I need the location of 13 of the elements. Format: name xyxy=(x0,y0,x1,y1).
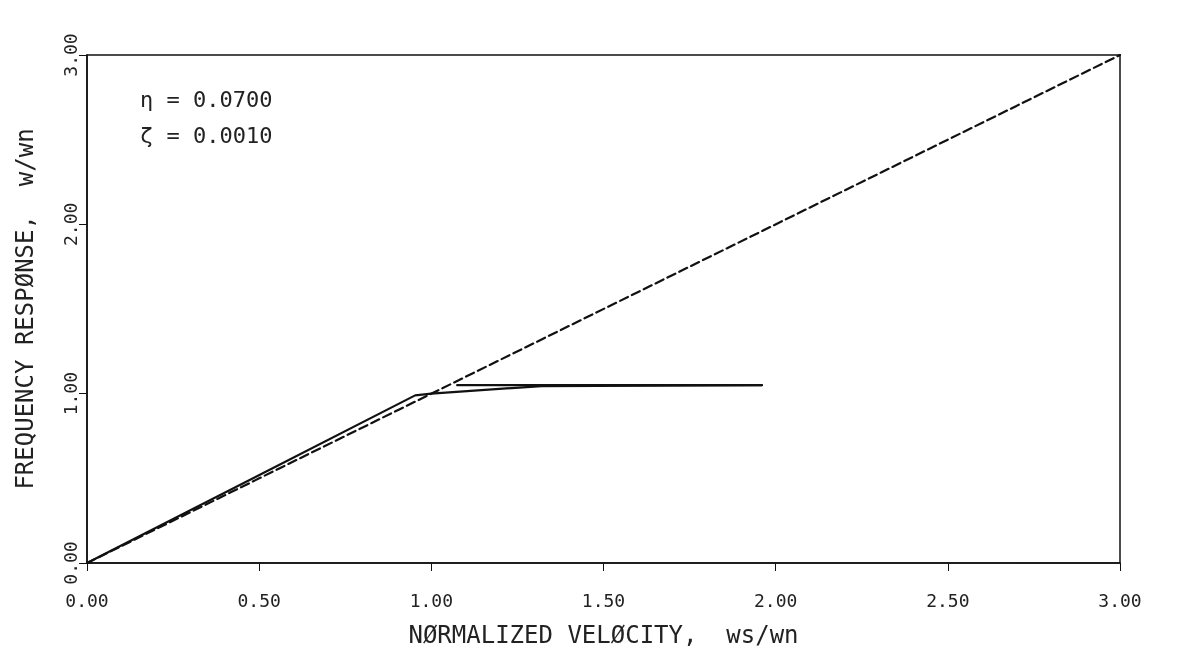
x-tick-label: 1.00 xyxy=(409,589,454,611)
annotation: ζ = 0.0010 xyxy=(140,122,273,148)
x-tick-label: 3.00 xyxy=(1098,589,1142,611)
y-tick-label: 3.00 xyxy=(59,33,81,77)
x-tick-label: 0.50 xyxy=(237,589,281,611)
y-tick-label: 2.00 xyxy=(59,202,81,247)
x-tick-label: 2.00 xyxy=(753,589,798,611)
y-axis-title: FREQUENCY RESPØNSE, w/wn xyxy=(11,128,39,490)
x-tick-label: 2.50 xyxy=(926,589,970,611)
y-tick-label: 1.00 xyxy=(59,371,81,416)
x-tick-label: 1.50 xyxy=(581,589,626,611)
annotation: η = 0.0700 xyxy=(140,86,273,112)
x-axis-title: NØRMALIZED VELØCITY, ws/wn xyxy=(408,621,799,649)
